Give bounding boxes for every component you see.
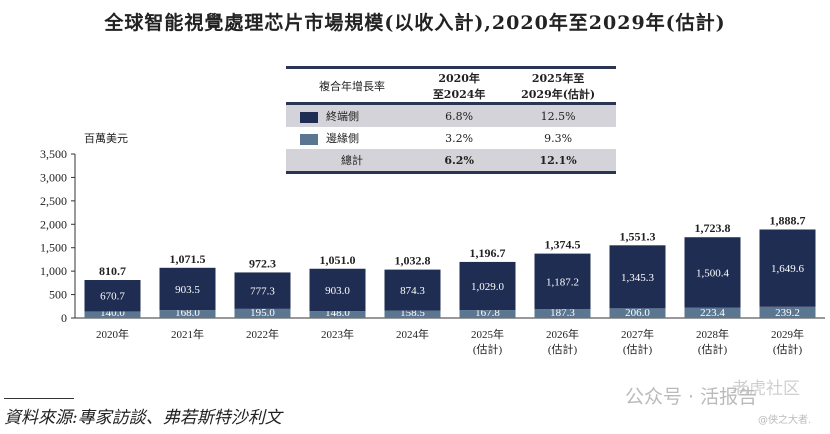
watermark: 公众号 · 活报告 — [625, 386, 758, 408]
legend-value: 3.2% — [445, 131, 474, 145]
data-label: 903.0 — [325, 285, 350, 297]
watermark-top: 老虎社区 — [732, 379, 800, 399]
x-tick-label: 2028年 — [696, 327, 729, 341]
terminal-swatch — [300, 111, 318, 123]
bar-terminal — [309, 268, 366, 312]
legend-label: 終端側 — [326, 110, 359, 123]
data-label: 206.0 — [625, 307, 650, 319]
total-label: 1,071.5 — [170, 252, 206, 266]
legend-value: 12.5% — [500, 103, 616, 127]
x-tick-label: 2025年 — [471, 327, 504, 341]
x-tick-label: (估計) — [698, 342, 728, 356]
y-tick-label: 3,000 — [40, 170, 67, 184]
total-label: 810.7 — [99, 264, 126, 278]
legend-value: 6.2% — [418, 149, 501, 174]
legend-label: 總計 — [286, 149, 418, 174]
header-b-2: 2029年(估計) — [521, 87, 596, 101]
y-tick-label: 3,500 — [40, 147, 67, 161]
y-tick-label: 0 — [61, 311, 67, 325]
bar-terminal — [759, 229, 816, 307]
bar-edge — [759, 306, 816, 318]
legend-header-period-a: 2020年至2024年 — [418, 66, 501, 105]
data-label: 187.3 — [550, 307, 575, 319]
data-label: 195.0 — [250, 307, 275, 319]
x-tick-label: (估計) — [548, 342, 578, 356]
total-label: 972.3 — [249, 256, 276, 270]
data-label: 777.3 — [250, 286, 275, 298]
x-tick-label: 2029年 — [771, 327, 804, 341]
source-note: 資料來源:專家訪談、弗若斯特沙利文 — [4, 408, 282, 428]
bar-edge — [684, 307, 741, 318]
x-tick-label: (估計) — [473, 342, 503, 356]
x-tick-label: 2027年 — [621, 327, 654, 341]
data-label: 239.2 — [775, 307, 800, 319]
data-label: 1,649.6 — [771, 263, 805, 275]
data-label: 223.4 — [700, 307, 725, 319]
cagr-legend-table: 複合年增長率 2020年至2024年 2025年至 2029年(估計) 終端側 6… — [286, 66, 616, 174]
watermark-handle: @侠之大者. — [758, 415, 812, 426]
legend-row-total: 總計 6.2% 12.1% — [286, 149, 616, 174]
bar-chart: 05001,0001,5002,0002,5003,0003,500140.06… — [40, 147, 825, 356]
bar-terminal — [459, 261, 516, 311]
x-tick-label: 2026年 — [546, 327, 579, 341]
y-tick-label: 1,500 — [40, 241, 67, 255]
total-label: 1,032.8 — [395, 254, 431, 268]
header-b-1: 2025年至 — [531, 71, 585, 85]
total-label: 1,374.5 — [545, 238, 581, 252]
x-tick-label: 2020年 — [96, 327, 129, 341]
total-label: 1,196.7 — [470, 246, 506, 260]
legend-row-edge: 邊緣側 3.2% 9.3% — [286, 127, 616, 149]
x-tick-label: (估計) — [773, 342, 803, 356]
bar-terminal — [609, 245, 666, 309]
data-label: 1,187.2 — [546, 276, 579, 288]
y-tick-label: 1,000 — [40, 264, 67, 278]
legend-label: 邊緣側 — [326, 132, 359, 145]
bar-edge — [234, 308, 291, 318]
legend-value: 6.8% — [418, 103, 501, 127]
total-label: 1,551.3 — [620, 229, 656, 243]
bar-edge — [84, 311, 141, 318]
bar-terminal — [84, 280, 141, 312]
total-label: 1,723.8 — [695, 221, 731, 235]
y-tick-label: 2,000 — [40, 217, 67, 231]
bar-terminal — [234, 272, 291, 309]
data-label: 1,345.3 — [621, 272, 655, 284]
x-tick-label: 2023年 — [321, 327, 354, 341]
bar-edge — [159, 310, 216, 318]
data-label: 1,500.4 — [696, 267, 730, 279]
bar-terminal — [384, 269, 441, 311]
data-label: 670.7 — [100, 291, 125, 303]
bar-terminal — [534, 253, 591, 310]
x-tick-label: 2021年 — [171, 327, 204, 341]
data-label: 1,029.0 — [471, 281, 505, 293]
bar-edge — [609, 308, 666, 318]
x-tick-label: 2024年 — [396, 327, 429, 341]
legend-header-cagr: 複合年增長率 — [286, 66, 418, 105]
y-tick-label: 2,500 — [40, 194, 67, 208]
bar-edge — [384, 310, 441, 318]
header-a-1: 2020年 — [438, 71, 480, 85]
edge-swatch — [300, 133, 318, 145]
y-axis-label: 百萬美元 — [84, 132, 128, 145]
total-label: 1,051.0 — [320, 253, 356, 267]
legend-value: 12.1% — [500, 149, 616, 174]
bar-terminal — [684, 237, 741, 308]
bar-edge — [534, 309, 591, 318]
bar-edge — [309, 311, 366, 318]
x-tick-label: (估計) — [623, 342, 653, 356]
legend-value: 9.3% — [544, 131, 573, 145]
data-label: 903.5 — [175, 284, 200, 296]
bar-edge — [459, 310, 516, 318]
bar-terminal — [159, 267, 216, 311]
legend-row-terminal: 終端側 6.8% 12.5% — [286, 103, 616, 127]
chart-title: 全球智能視覺處理芯片市場規模(以收入計),2020年至2029年(估計) — [104, 12, 726, 34]
y-tick-label: 500 — [49, 288, 67, 302]
legend-header-period-b: 2025年至 2029年(估計) — [500, 66, 616, 105]
x-tick-label: 2022年 — [246, 327, 279, 341]
total-label: 1,888.7 — [770, 214, 806, 228]
header-a-2: 至2024年 — [432, 87, 486, 101]
source-divider — [4, 398, 74, 399]
data-label: 874.3 — [400, 285, 425, 297]
